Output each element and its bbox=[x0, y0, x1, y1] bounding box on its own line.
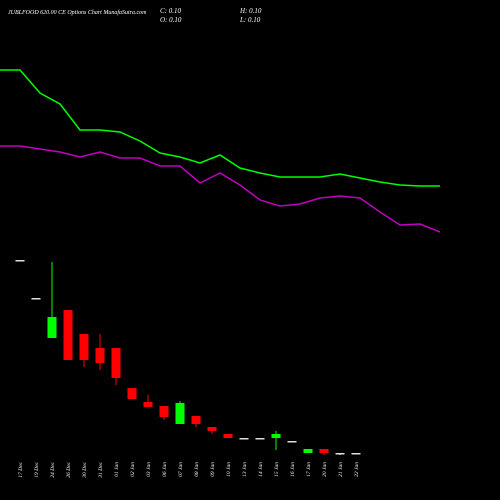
x-tick-label: 26 Dec bbox=[66, 461, 72, 477]
candle-body bbox=[111, 348, 121, 378]
x-tick-label: 21 Jan bbox=[338, 462, 344, 477]
chart-title: JUBLFOOD 620.00 CE Options Chart MunafaS… bbox=[8, 9, 147, 16]
candle-body bbox=[143, 402, 153, 407]
candle-body bbox=[159, 406, 169, 417]
ohlc-label: O: 0.10 bbox=[160, 16, 182, 24]
candle-body bbox=[287, 441, 297, 443]
ohlc-label: C: 0.10 bbox=[160, 7, 182, 15]
x-tick-label: 24 Dec bbox=[49, 461, 56, 477]
x-tick-label: 31 Dec bbox=[98, 461, 104, 478]
x-tick-label: 13 Jan bbox=[242, 462, 248, 477]
x-tick-label: 30 Dec bbox=[82, 461, 88, 478]
indicator-line bbox=[0, 145, 441, 233]
candle-body bbox=[127, 388, 137, 399]
ohlc-label: L: 0.10 bbox=[239, 16, 261, 24]
candle-body bbox=[63, 310, 73, 360]
x-tick-label: 06 Jan bbox=[162, 462, 168, 477]
x-tick-label: 07 Jan bbox=[178, 462, 184, 477]
x-tick-label: 17 Jan bbox=[306, 462, 312, 477]
candle-body bbox=[255, 438, 265, 440]
candle-body bbox=[47, 317, 57, 338]
x-tick-label: 15 Jan bbox=[274, 462, 280, 477]
candle-body bbox=[15, 260, 25, 262]
x-tick-label: 17 Dec bbox=[18, 461, 24, 477]
candle-body bbox=[79, 334, 89, 360]
x-tick-label: 10 Jan bbox=[226, 462, 232, 477]
candle-body bbox=[191, 416, 201, 424]
x-tick-label: 09 Jan bbox=[210, 462, 216, 477]
x-tick-label: 16 Jan bbox=[290, 462, 296, 477]
candle-body bbox=[223, 434, 233, 438]
candle-body bbox=[175, 403, 185, 424]
candle-body bbox=[335, 453, 345, 455]
candle-body bbox=[95, 348, 105, 363]
x-tick-label: 03 Jan bbox=[146, 462, 152, 477]
x-tick-label: 01 Jan bbox=[114, 462, 120, 477]
candle-body bbox=[207, 427, 217, 431]
indicator-line bbox=[0, 69, 440, 187]
x-tick-label: 08 Jan bbox=[194, 462, 200, 477]
candle-body bbox=[239, 438, 249, 440]
x-tick-label: 19 Dec bbox=[34, 461, 40, 477]
candle-body bbox=[319, 449, 329, 453]
candle-body bbox=[351, 453, 361, 455]
x-tick-label: 02 Jan bbox=[130, 462, 136, 477]
candle-body bbox=[271, 434, 281, 438]
ohlc-label: H: 0.10 bbox=[239, 7, 262, 15]
x-tick-label: 20 Jan bbox=[322, 462, 328, 477]
candle-body bbox=[303, 449, 313, 453]
x-tick-label: 14 Jan bbox=[257, 462, 264, 477]
x-tick-label: 22 Jan bbox=[354, 462, 360, 477]
candle-body bbox=[31, 298, 41, 300]
